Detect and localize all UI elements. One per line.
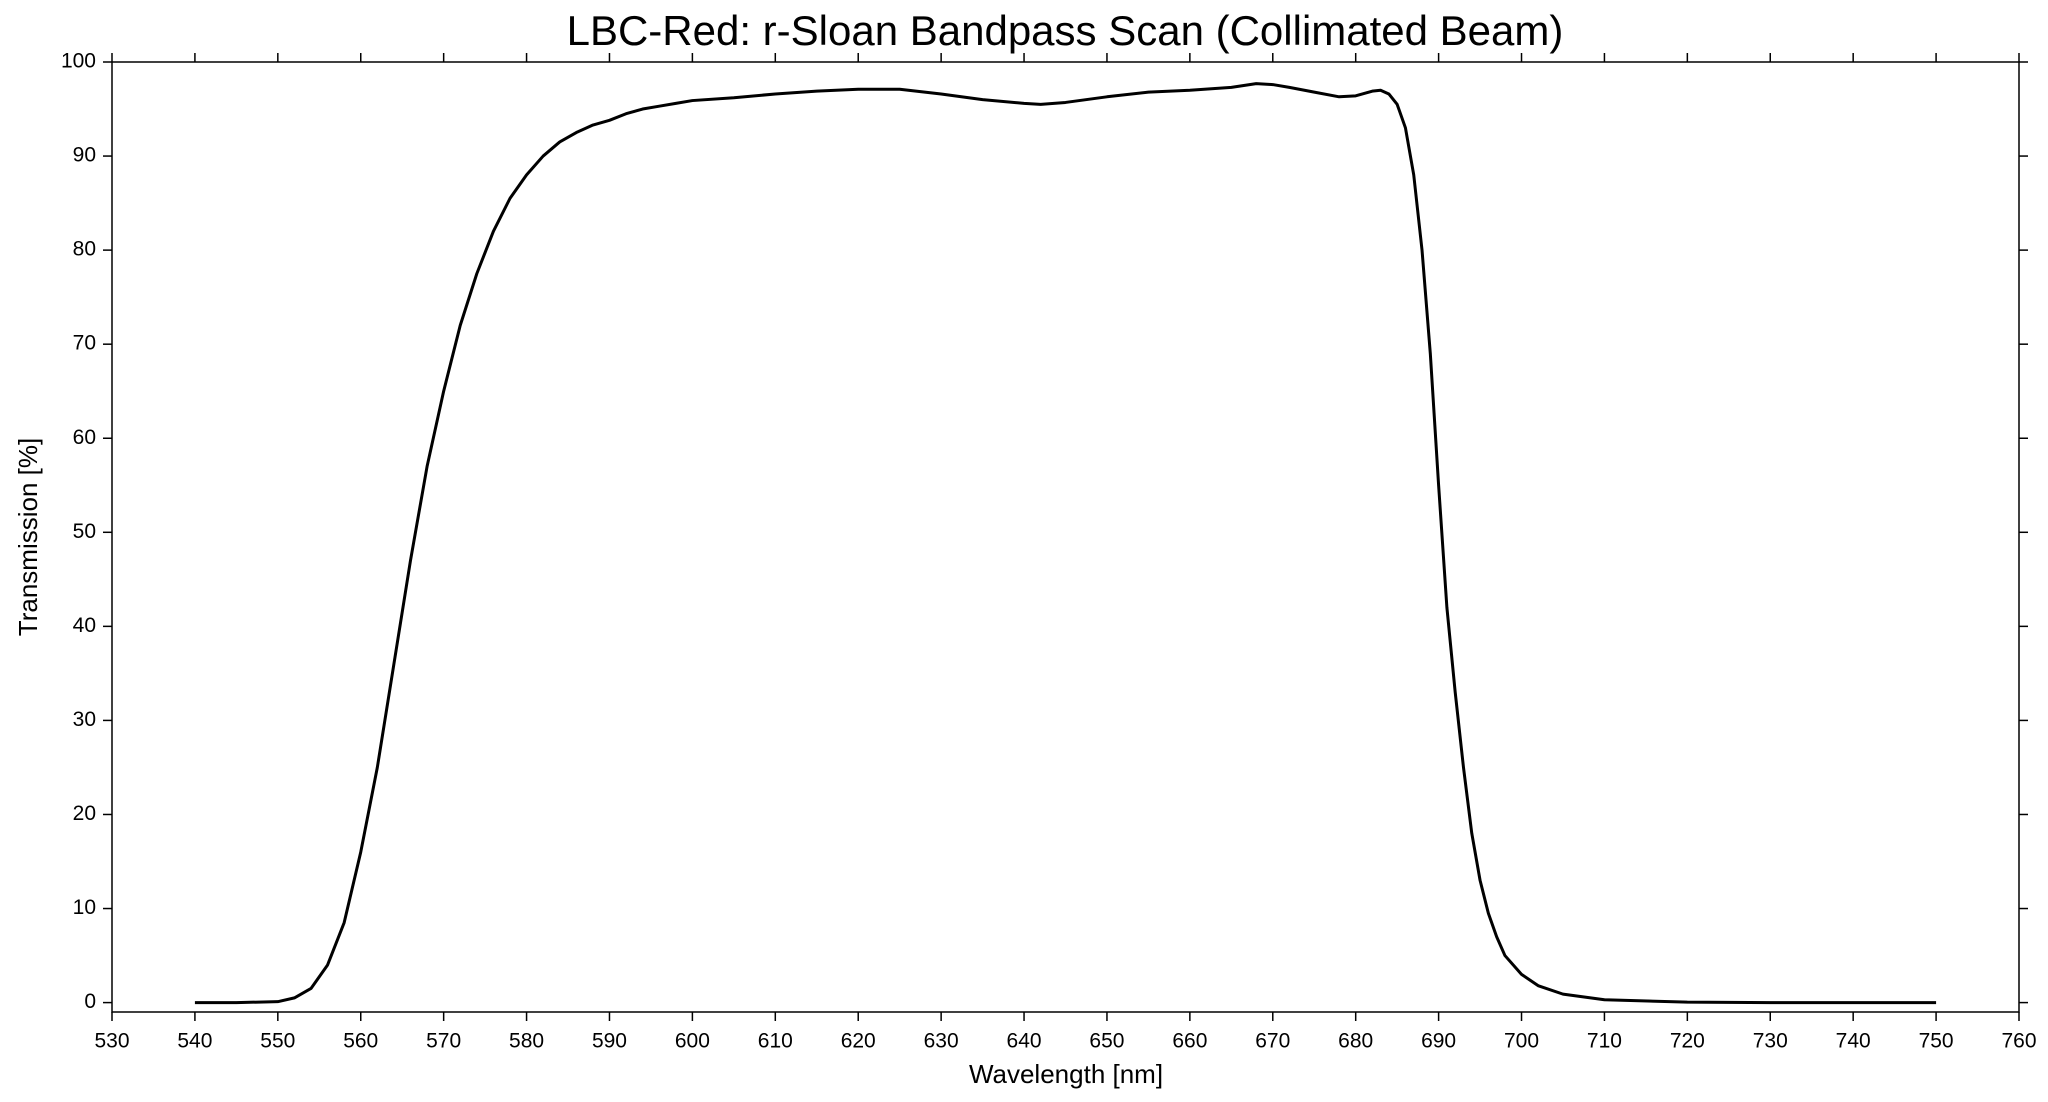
y-tick-label: 50: [73, 520, 96, 543]
x-tick-label: 730: [1753, 1030, 1788, 1053]
x-tick-label: 630: [924, 1030, 959, 1053]
x-tick-label: 590: [592, 1030, 627, 1053]
y-tick-label: 40: [73, 614, 96, 637]
x-tick-label: 660: [1172, 1030, 1207, 1053]
chart-title: LBC-Red: r-Sloan Bandpass Scan (Collimat…: [567, 7, 1564, 54]
y-tick-label: 10: [73, 896, 96, 919]
x-tick-label: 700: [1504, 1030, 1539, 1053]
y-tick-label: 90: [73, 144, 96, 167]
plot-frame: [111, 61, 2020, 1013]
x-tick-label: 570: [426, 1030, 461, 1053]
x-tick-label: 740: [1836, 1030, 1871, 1053]
x-tick-label: 720: [1670, 1030, 1705, 1053]
y-tick-label: 100: [61, 50, 96, 73]
y-tick-label: 60: [73, 426, 96, 449]
x-tick-label: 640: [1007, 1030, 1042, 1053]
x-tick-label: 610: [758, 1030, 793, 1053]
x-tick-label: 540: [177, 1030, 212, 1053]
y-tick-label: 0: [84, 990, 96, 1013]
x-tick-label: 680: [1338, 1030, 1373, 1053]
y-tick-label: 80: [73, 238, 96, 261]
y-axis-label: Transmission [%]: [13, 438, 43, 636]
x-axis-label: Wavelength [nm]: [969, 1059, 1163, 1089]
y-tick-label: 20: [73, 802, 96, 825]
x-tick-label: 690: [1421, 1030, 1456, 1053]
x-tick-label: 560: [343, 1030, 378, 1053]
x-tick-label: 600: [675, 1030, 710, 1053]
x-tick-label: 670: [1255, 1030, 1290, 1053]
x-tick-label: 580: [509, 1030, 544, 1053]
y-tick-label: 70: [73, 332, 96, 355]
x-tick-label: 620: [841, 1030, 876, 1053]
x-tick-label: 750: [1919, 1030, 1954, 1053]
x-tick-label: 550: [260, 1030, 295, 1053]
x-tick-label: 710: [1587, 1030, 1622, 1053]
line-series: [194, 82, 1937, 1005]
x-tick-label: 530: [94, 1030, 129, 1053]
y-tick-label: 30: [73, 708, 96, 731]
x-tick-label: 760: [2001, 1030, 2036, 1053]
x-tick-label: 650: [1089, 1030, 1124, 1053]
